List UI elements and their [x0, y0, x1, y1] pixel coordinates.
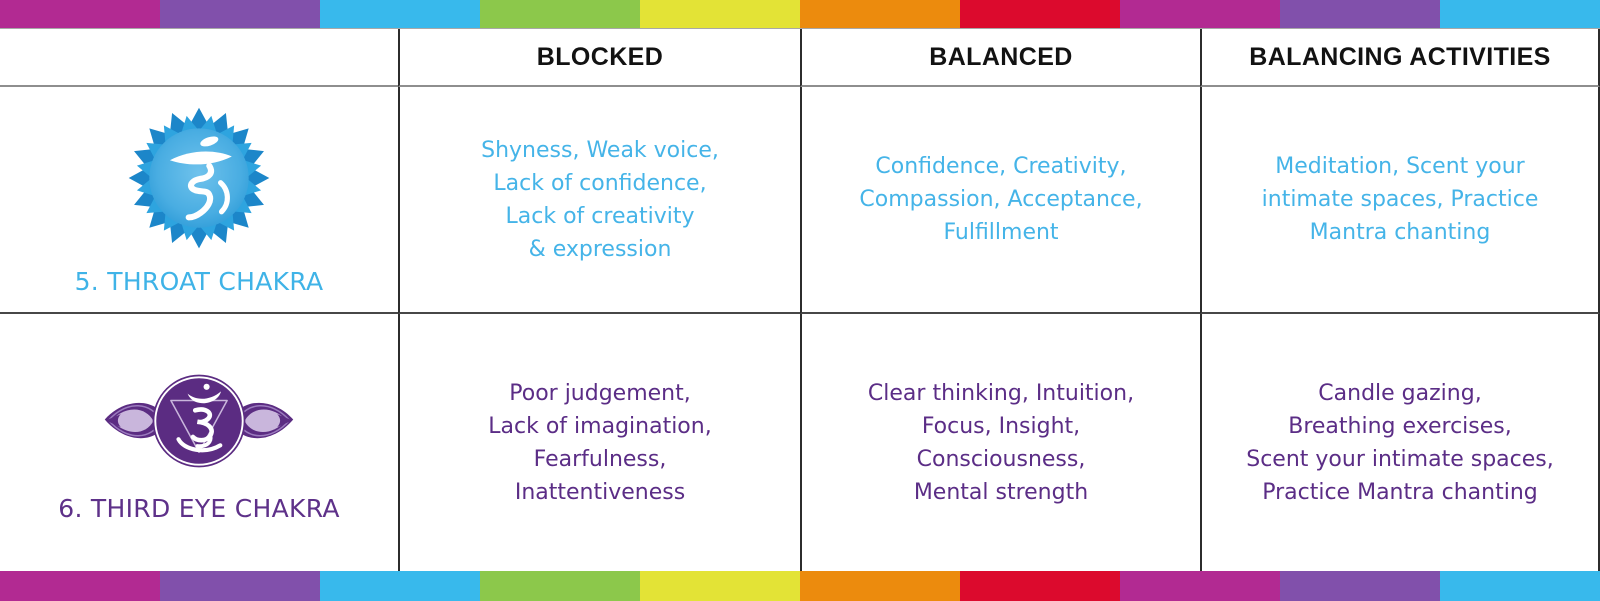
stripe-segment — [640, 571, 800, 601]
throat-chakra-lotus-icon — [124, 103, 274, 253]
third-eye-blocked-text: Poor judgement, Lack of imagination, Fea… — [488, 380, 712, 505]
throat-chakra-label: 5. THROAT CHAKRA — [74, 267, 324, 296]
stripe-segment — [480, 0, 640, 28]
third-eye-blocked-cell: Poor judgement, Lack of imagination, Fea… — [398, 314, 800, 571]
stripe-segment — [1280, 0, 1440, 28]
stripe-segment — [160, 571, 320, 601]
stripe-segment — [800, 0, 960, 28]
column-header-blocked: BLOCKED — [536, 42, 664, 71]
stripe-segment — [1280, 571, 1440, 601]
stripe-segment — [960, 0, 1120, 28]
third-eye-balanced-text: Clear thinking, Intuition, Focus, Insigh… — [867, 380, 1135, 505]
throat-activities-text: Meditation, Scent your intimate spaces, … — [1261, 154, 1539, 245]
throat-blocked-cell: Shyness, Weak voice, Lack of confidence,… — [398, 87, 800, 314]
stripe-segment — [0, 571, 160, 601]
stripe-segment — [320, 0, 480, 28]
third-eye-balanced-cell: Clear thinking, Intuition, Focus, Insigh… — [800, 314, 1200, 571]
stripe-segment — [320, 571, 480, 601]
throat-chakra-cell: 5. THROAT CHAKRA — [0, 87, 398, 314]
throat-blocked-text: Shyness, Weak voice, Lack of confidence,… — [481, 137, 719, 262]
header-cell-empty — [0, 29, 398, 87]
rainbow-stripe-bottom — [0, 571, 1600, 601]
stripe-segment — [0, 0, 160, 28]
third-eye-activities-text: Candle gazing, Breathing exercises, Scen… — [1246, 380, 1554, 505]
throat-activities-cell: Meditation, Scent your intimate spaces, … — [1200, 87, 1600, 314]
stripe-segment — [1120, 0, 1280, 28]
stripe-segment — [800, 571, 960, 601]
third-eye-activities-cell: Candle gazing, Breathing exercises, Scen… — [1200, 314, 1600, 571]
stripe-segment — [480, 571, 640, 601]
header-cell-balancing-activities: BALANCING ACTIVITIES — [1200, 29, 1600, 87]
stripe-segment — [1440, 571, 1600, 601]
column-header-balanced: BALANCED — [929, 42, 1073, 71]
header-cell-blocked: BLOCKED — [398, 29, 800, 87]
throat-balanced-text: Confidence, Creativity, Compassion, Acce… — [859, 154, 1143, 245]
stripe-segment — [160, 0, 320, 28]
chakra-table: BLOCKED BALANCED BALANCING ACTIVITIES — [0, 28, 1600, 571]
column-header-balancing-activities: BALANCING ACTIVITIES — [1249, 42, 1551, 71]
third-eye-chakra-label: 6. THIRD EYE CHAKRA — [58, 494, 340, 523]
stripe-segment — [1440, 0, 1600, 28]
stripe-segment — [960, 571, 1120, 601]
stripe-segment — [640, 0, 800, 28]
third-eye-chakra-icon — [104, 362, 294, 480]
stripe-segment — [1120, 571, 1280, 601]
header-cell-balanced: BALANCED — [800, 29, 1200, 87]
third-eye-chakra-cell: 6. THIRD EYE CHAKRA — [0, 314, 398, 571]
throat-balanced-cell: Confidence, Creativity, Compassion, Acce… — [800, 87, 1200, 314]
rainbow-stripe-top — [0, 0, 1600, 28]
